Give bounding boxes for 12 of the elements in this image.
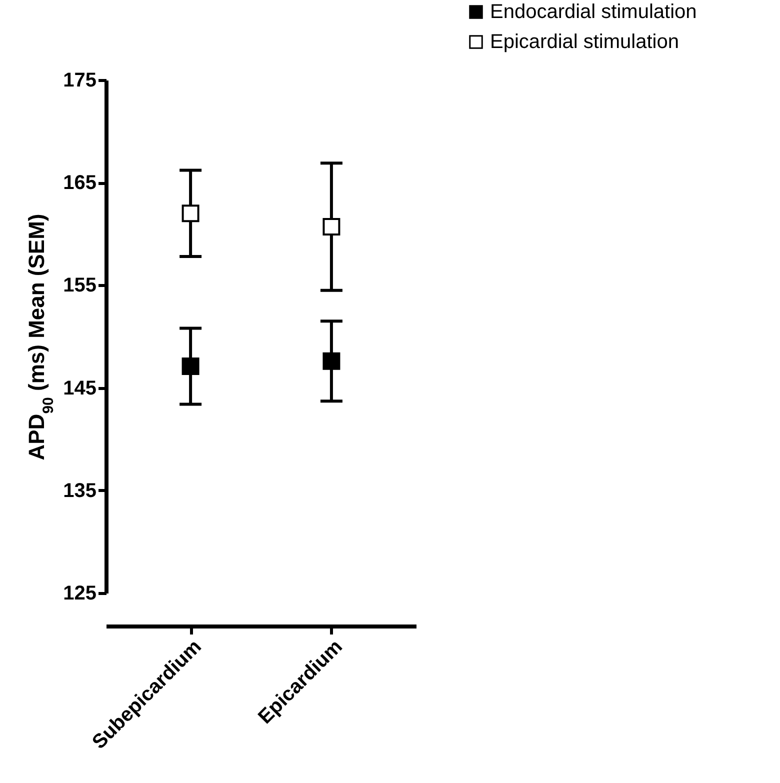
point xyxy=(322,218,340,236)
y-tick-label: 125 xyxy=(63,582,96,604)
point xyxy=(322,352,340,370)
point xyxy=(182,204,200,222)
point xyxy=(182,358,200,375)
y-tick-label: 135 xyxy=(63,480,96,502)
y-tick-label: 165 xyxy=(63,172,96,194)
y-tick-label: 155 xyxy=(63,274,96,297)
legend-label: Endocardial stimulation xyxy=(490,1,697,23)
y-tick-label: 145 xyxy=(63,377,96,400)
legend-label: Epicardial stimulation xyxy=(490,31,679,53)
y-tick-label: 175 xyxy=(63,70,96,92)
